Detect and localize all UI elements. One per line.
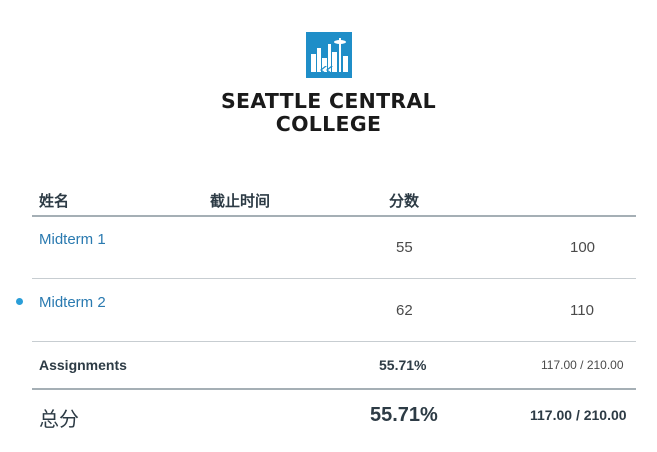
points-possible: 110 — [570, 302, 594, 319]
points-possible: 100 — [570, 239, 596, 256]
header-name: 姓名 — [39, 193, 70, 210]
total-label: 总分 — [39, 409, 79, 431]
group-name: Assignments — [39, 357, 127, 373]
row-divider — [32, 278, 636, 279]
seattle-skyline-icon — [305, 32, 352, 78]
score-value: 55 — [396, 239, 413, 256]
assignment-link-midterm-1[interactable]: Midterm 1 — [39, 231, 106, 248]
college-name-line2: COLLEGE — [275, 112, 382, 136]
score-value: 62 — [396, 302, 413, 319]
header-score: 分数 — [389, 193, 420, 210]
total-points: 117.00 / 210.00 — [530, 407, 627, 423]
group-points: 117.00 / 210.00 — [541, 358, 624, 372]
unread-indicator-icon — [16, 298, 23, 305]
header-divider — [32, 215, 636, 217]
header-due: 截止时间 — [210, 193, 271, 210]
college-name: SEATTLE CENTRAL COLLEGE — [221, 90, 436, 136]
college-name-line1: SEATTLE CENTRAL — [220, 89, 437, 113]
total-percent: 55.71% — [370, 404, 438, 426]
college-logo: SEATTLE CENTRAL COLLEGE — [0, 32, 657, 136]
group-percent: 55.71% — [379, 357, 427, 373]
assignment-link-midterm-2[interactable]: Midterm 2 — [39, 294, 106, 311]
total-divider — [32, 388, 636, 390]
row-divider — [32, 341, 636, 342]
